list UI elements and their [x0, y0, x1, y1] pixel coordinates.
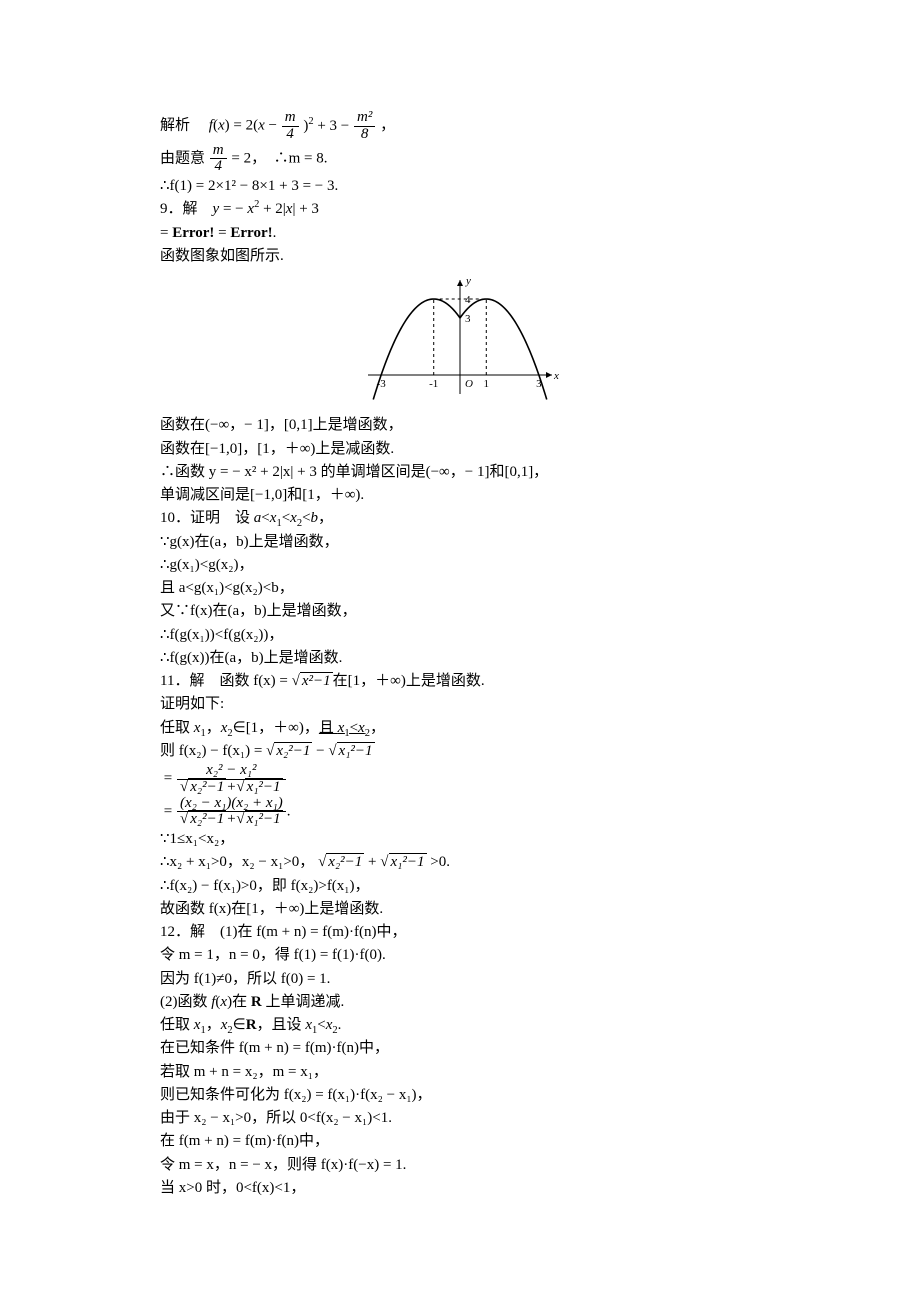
label-solve: 解	[183, 201, 198, 217]
text: .	[273, 225, 277, 241]
label-proof: 证明	[190, 510, 220, 526]
text: ∴x₂ + x₁>0，x₂ − x₁>0，	[160, 854, 314, 870]
frac-m-4: m 4	[282, 110, 299, 143]
text: =	[160, 225, 172, 241]
line: 令 m = x，n = − x，则得 f(x)·f(−x) = 1.	[160, 1154, 760, 1177]
line: ∴函数 y = − x² + 2|x| + 3 的单调增区间是(−∞，− 1]和…	[160, 461, 760, 484]
sqrt: √x₁²−1	[380, 851, 426, 874]
svg-text:y: y	[465, 275, 471, 287]
text: ，	[380, 118, 395, 134]
sqrt: √x₁²−1	[328, 740, 374, 763]
sqrt: √x²−1	[292, 670, 333, 693]
sqrt: √x₂²−1	[318, 851, 364, 874]
text: )2 + 3 −	[303, 118, 353, 134]
line: 函数图象如图所示.	[160, 245, 760, 268]
frac-step1: x₂² − x₁² √x₂²−1+√x₁²−1	[177, 763, 286, 796]
text: −	[312, 743, 328, 759]
line: 10．证明 设 a<x1<x2<b，	[160, 507, 760, 530]
svg-text:O: O	[465, 378, 473, 390]
text: +	[368, 854, 380, 870]
line: 由题意 m 4 = 2， ∴m = 8.	[160, 143, 760, 176]
line: ∴x₂ + x₁>0，x₂ − x₁>0， √x₂²−1 + √x₁²−1 >0…	[160, 851, 760, 874]
svg-text:3: 3	[536, 378, 542, 390]
svg-text:1: 1	[484, 378, 490, 390]
text: f(x) = 2(x −	[194, 118, 281, 134]
line: 单调减区间是[−1,0]和[1，＋∞).	[160, 484, 760, 507]
line: ∴f(g(x))在(a，b)上是增函数.	[160, 647, 760, 670]
line: 11．解 函数 f(x) = √x²−1在[1，＋∞)上是增函数.	[160, 670, 760, 693]
line: ∴f(x₂) − f(x₁)>0，即 f(x₂)>f(x₁)，	[160, 875, 760, 898]
line: 则 f(x₂) − f(x₁) = √x₂²−1 − √x₁²−1	[160, 740, 760, 763]
frac-m2-8: m² 8	[354, 110, 375, 143]
line: 在已知条件 f(m + n) = f(m)·f(n)中，	[160, 1037, 760, 1060]
svg-text:-1: -1	[429, 378, 438, 390]
line: 函数在[−1,0]，[1，＋∞)上是减函数.	[160, 438, 760, 461]
line: ∴f(1) = 2×1² − 8×1 + 3 = − 3.	[160, 175, 760, 198]
line: 证明如下:	[160, 693, 760, 716]
line: 则已知条件可化为 f(x₂) = f(x₁)·f(x₂ − x₁)，	[160, 1084, 760, 1107]
svg-text:x: x	[553, 370, 559, 382]
line: 因为 f(1)≠0，所以 f(0) = 1.	[160, 968, 760, 991]
line: ∵g(x)在(a，b)上是增函数，	[160, 531, 760, 554]
graph-svg: -3 -1 1 3 3 4 Ox y	[360, 272, 560, 402]
text: =	[214, 225, 230, 241]
error-text: Error!	[230, 225, 272, 241]
line: 函数在(−∞，− 1]，[0,1]上是增函数，	[160, 414, 760, 437]
svg-text:-3: -3	[377, 378, 387, 390]
error-text: Error!	[172, 225, 214, 241]
line: 任取 x1，x2∈R，且设 x1<x2.	[160, 1014, 760, 1037]
line: 故函数 f(x)在[1，＋∞)上是增函数.	[160, 898, 760, 921]
line: 当 x>0 时，0<f(x)<1，	[160, 1177, 760, 1200]
text: >0.	[430, 854, 450, 870]
text: 在[1，＋∞)上是增函数.	[333, 673, 485, 689]
svg-text:3: 3	[465, 313, 471, 325]
line: 令 m = 1，n = 0，得 f(1) = f(1)·f(0).	[160, 944, 760, 967]
line: 由于 x₂ − x₁>0，所以 0<f(x₂ − x₁)<1.	[160, 1107, 760, 1130]
frac-m-4: m 4	[210, 143, 227, 176]
line: 若取 m + n = x₂，m = x₁，	[160, 1061, 760, 1084]
svg-text:4: 4	[465, 294, 471, 306]
line: 任取 x1，x2∈[1，＋∞)，且 x1<x2，	[160, 717, 760, 740]
line: ∴f(g(x₁))<f(g(x₂))，	[160, 624, 760, 647]
text: 则 f(x₂) − f(x₁) =	[160, 743, 266, 759]
line: ∵1≤x₁<x₂，	[160, 828, 760, 851]
line: 又∵f(x)在(a，b)上是增函数，	[160, 600, 760, 623]
text: 由题意	[160, 150, 205, 166]
frac-step2: (x₂ − x₁)(x₂ + x₁) √x₂²−1+√x₁²−1	[177, 796, 286, 829]
label-analysis: 解析	[160, 118, 190, 134]
line: 9．解 y = − x2 + 2|x| + 3	[160, 198, 760, 221]
text: 11．解 函数 f(x) =	[160, 673, 292, 689]
line: 在 f(m + n) = f(m)·f(n)中，	[160, 1130, 760, 1153]
text: = 2， ∴m = 8.	[231, 150, 327, 166]
page: 解析 f(x) = 2(x − m 4 )2 + 3 − m² 8 ， 由题意 …	[0, 0, 920, 1302]
line: 且 a<g(x₁)<g(x₂)<b，	[160, 577, 760, 600]
line: = (x₂ − x₁)(x₂ + x₁) √x₂²−1+√x₁²−1 .	[160, 796, 760, 829]
line: = x₂² − x₁² √x₂²−1+√x₁²−1	[160, 763, 760, 796]
line: (2)函数 f(x)在 R 上单调递减.	[160, 991, 760, 1014]
line: 12．解 (1)在 f(m + n) = f(m)·f(n)中，	[160, 921, 760, 944]
line: ∴g(x₁)<g(x₂)，	[160, 554, 760, 577]
line-error: = Error! = Error!.	[160, 222, 760, 245]
line-analysis: 解析 f(x) = 2(x − m 4 )2 + 3 − m² 8 ，	[160, 110, 760, 143]
function-graph: -3 -1 1 3 3 4 Ox y	[160, 272, 760, 410]
sqrt: √x₂²−1	[266, 740, 312, 763]
